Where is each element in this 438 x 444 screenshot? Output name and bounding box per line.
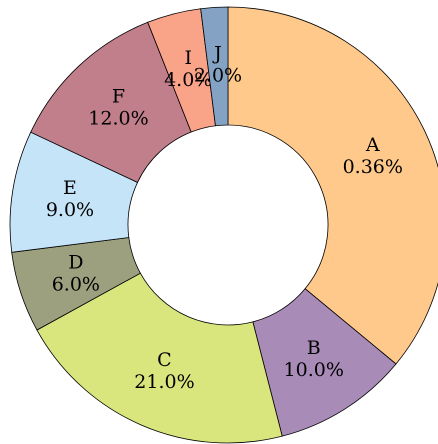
slice-label: I: [184, 47, 192, 69]
slice-label: J: [212, 42, 222, 64]
donut-slice: [200, 6, 229, 127]
value-label: 0.36%: [343, 156, 403, 178]
value-label: 12.0%: [88, 107, 148, 129]
slice-label: F: [112, 85, 125, 107]
value-label: 21.0%: [134, 371, 194, 393]
value-label: 10.0%: [284, 359, 344, 381]
value-label: 4.0%: [164, 69, 212, 91]
value-label: 2.0%: [194, 64, 242, 86]
donut-slice: [36, 272, 283, 444]
value-label: 6.0%: [52, 273, 100, 295]
value-label: 9.0%: [46, 199, 94, 221]
slice-label: E: [63, 177, 77, 199]
slice-label: D: [68, 251, 83, 273]
slice-label: B: [307, 337, 321, 359]
slice-label: A: [365, 134, 380, 156]
slice-label: C: [157, 349, 172, 371]
donut-slice: [227, 6, 438, 365]
